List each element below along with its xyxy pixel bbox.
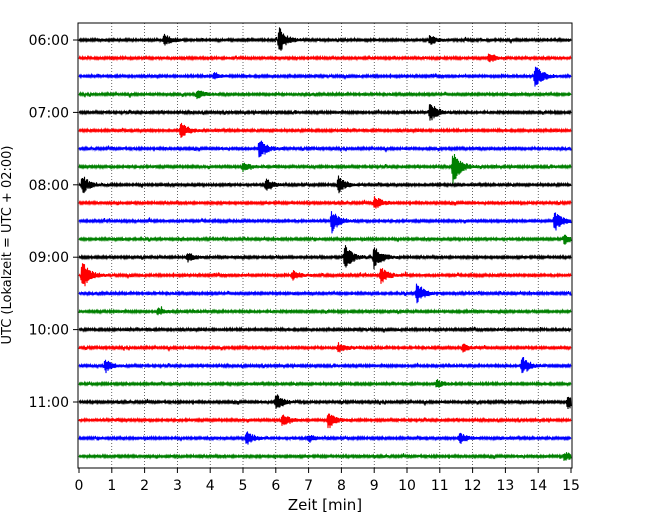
trace-1100	[78, 394, 572, 410]
x-tick-label: 7	[304, 478, 313, 494]
trace-0815	[78, 196, 572, 209]
trace-1130	[78, 431, 572, 445]
plot-frame	[77, 22, 573, 469]
trace-0900	[78, 245, 572, 270]
x-tick-label: 13	[496, 478, 514, 494]
x-tick-label: 11	[431, 478, 449, 494]
y-tick-label: 11:00	[29, 395, 69, 411]
x-tick-label: 14	[529, 478, 547, 494]
trace-0700	[78, 104, 572, 121]
trace-0915	[78, 263, 572, 287]
trace-0945	[78, 306, 572, 316]
trace-1115	[78, 413, 572, 429]
trace-1045	[78, 379, 572, 388]
trace-0845	[78, 234, 572, 245]
trace-0615	[78, 53, 572, 63]
x-tick-label: 0	[75, 478, 84, 494]
trace-0930	[78, 283, 572, 304]
x-tick-label: 15	[562, 478, 580, 494]
y-tick-label: 06:00	[29, 33, 69, 49]
trace-1030	[78, 357, 572, 374]
x-axis-label: Zeit [min]	[288, 496, 362, 514]
x-tick-label: 6	[271, 478, 280, 494]
x-tick-label: 2	[140, 478, 149, 494]
trace-0645	[78, 90, 572, 100]
trace-layer	[78, 27, 572, 461]
x-tick-label: 3	[173, 478, 182, 494]
grid-layer	[111, 23, 539, 468]
trace-0800	[78, 175, 572, 194]
y-axis: 06:00 07:00 08:00 09:00 10:00 11:00	[29, 33, 78, 411]
y-tick-label: 07:00	[29, 105, 69, 121]
x-tick-label: 4	[206, 478, 215, 494]
x-tick-label: 10	[398, 478, 416, 494]
trace-0730	[78, 140, 572, 158]
x-tick-label: 9	[370, 478, 379, 494]
trace-0630	[78, 66, 572, 87]
x-axis: 0 1 2 3 4 5 6 7 8 9 10 11 12 13 14 15	[75, 468, 580, 494]
x-tick-label: 1	[107, 478, 116, 494]
y-tick-label: 09:00	[29, 250, 69, 266]
y-tick-label: 10:00	[29, 323, 69, 339]
trace-1015	[78, 342, 572, 353]
x-tick-label: 12	[464, 478, 482, 494]
trace-0745	[78, 153, 572, 185]
trace-1145	[78, 452, 572, 461]
trace-0600	[78, 27, 572, 51]
y-axis-label: UTC (Lokalzeit = UTC + 02:00)	[0, 146, 15, 345]
y-tick-label: 08:00	[29, 178, 69, 194]
trace-0830	[78, 211, 572, 234]
x-tick-label: 8	[337, 478, 346, 494]
trace-0715	[78, 122, 572, 138]
trace-1000	[78, 325, 572, 334]
x-tick-label: 5	[239, 478, 248, 494]
